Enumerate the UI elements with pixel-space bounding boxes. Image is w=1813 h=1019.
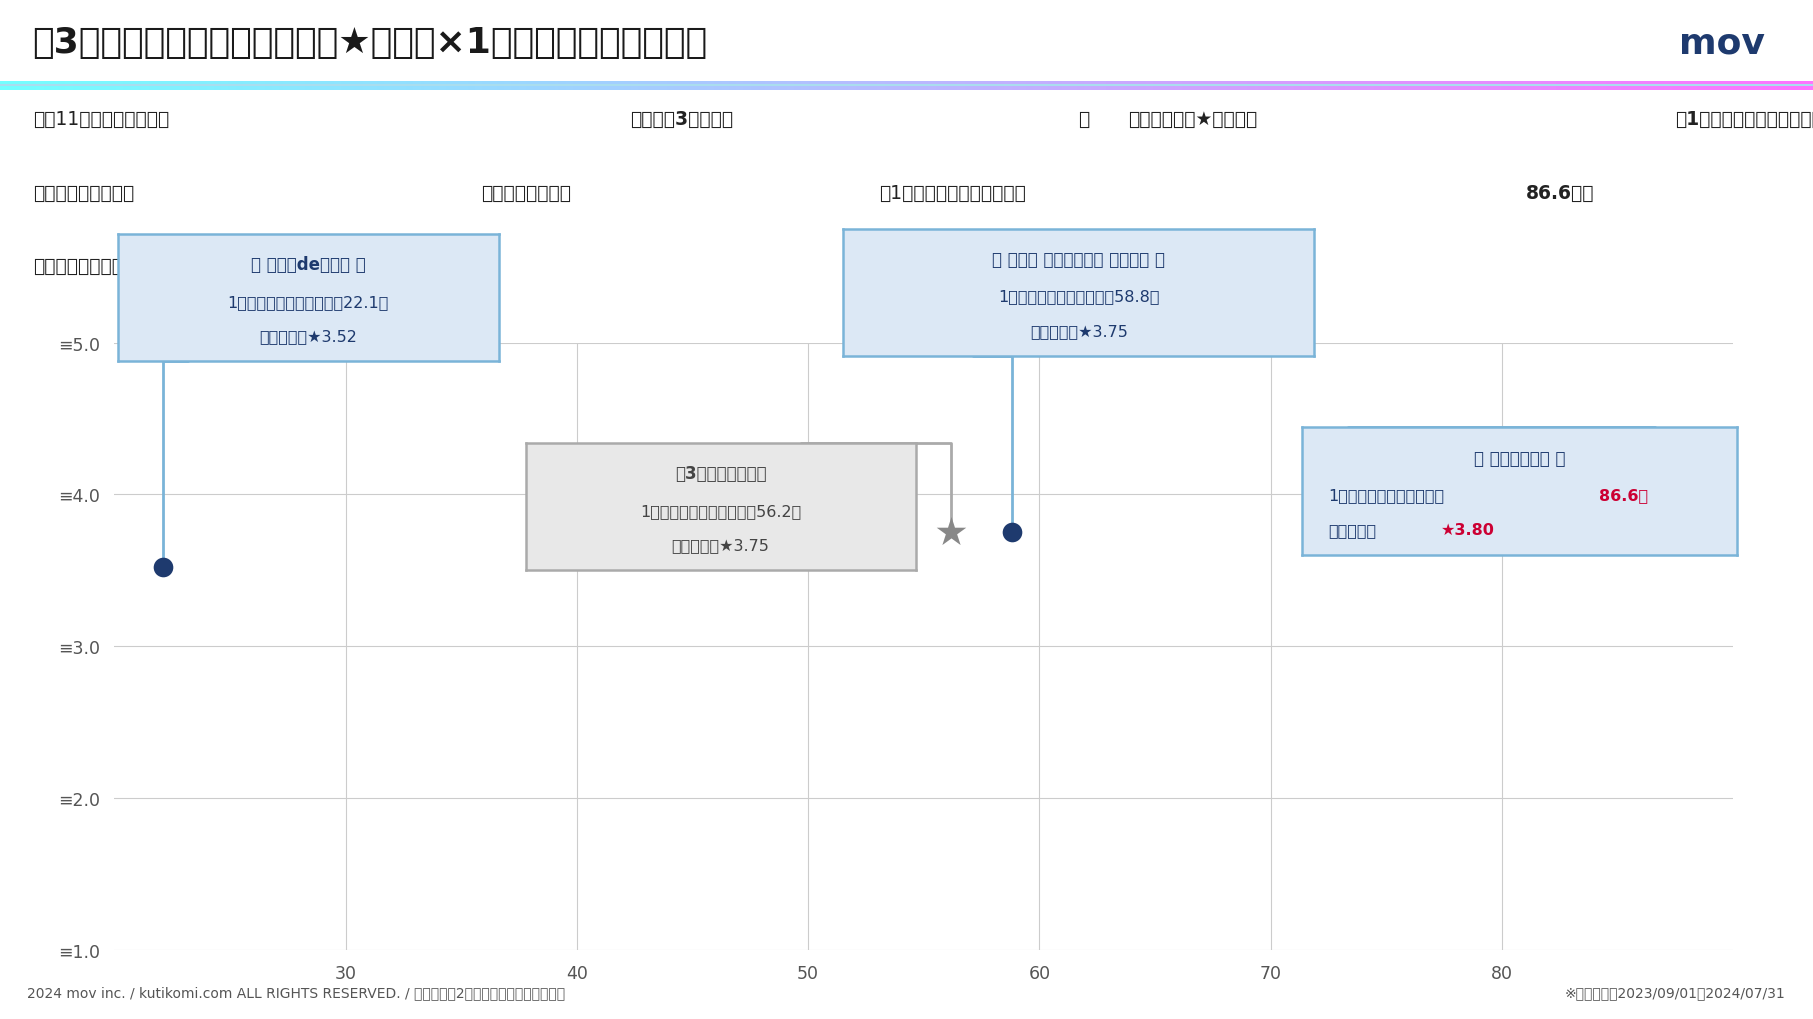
Text: の1店舗あたりの口コミ数は: の1店舗あたりの口コミ数は [879,183,1026,203]
Text: 「1店舗あたりの口コミ数」: 「1店舗あたりの口コミ数」 [1675,110,1813,129]
Text: 【 おぼんdeごはん 】: 【 おぼんdeごはん 】 [250,256,366,274]
Text: ★3.80: ★3.80 [1441,523,1496,537]
Text: 1店舗あたりの口コミ数：22.1件: 1店舗あたりの口コミ数：22.1件 [227,294,390,310]
Text: 「平均評価（★の数）」: 「平均評価（★の数）」 [1128,110,1256,129]
Text: 【3ブランド比較】平均評価（★の数）×1店舗あたりの口コミ数: 【3ブランド比較】平均評価（★の数）×1店舗あたりの口コミ数 [33,26,707,60]
Text: 1店舗あたりの口コミ数：58.8件: 1店舗あたりの口コミ数：58.8件 [997,289,1160,305]
Text: 2024 mov inc. / kutikomi.com ALL RIGHTS RESERVED. / 無断転載・2次利用を固く禁止します。: 2024 mov inc. / kutikomi.com ALL RIGHTS … [27,985,566,1000]
Text: 調査対象3ブランド: 調査対象3ブランド [629,110,732,129]
Point [1641,517,1670,534]
Text: 図で表しています。: 図で表しています。 [33,183,134,203]
Text: 平均評価：★3.75: 平均評価：★3.75 [1030,324,1128,338]
Text: 直近11ヶ月間における、: 直近11ヶ月間における、 [33,110,169,129]
Text: ドのなかでもっとも高いスコアとなっています。: ドのなかでもっとも高いスコアとなっています。 [33,257,281,276]
Text: 1店舗あたりの口コミ数：56.2件: 1店舗あたりの口コミ数：56.2件 [640,503,801,519]
Text: 1店舗あたりの口コミ数：: 1店舗あたりの口コミ数： [1327,488,1443,503]
Text: 平均評価：★3.75: 平均評価：★3.75 [673,538,769,552]
Text: 86.6件: 86.6件 [1599,488,1648,503]
Text: 【 恵比寿 土鍋炊ごはん なかよし 】: 【 恵比寿 土鍋炊ごはん なかよし 】 [992,251,1166,269]
Text: の: の [1079,110,1090,129]
Point [149,559,178,576]
Text: ※分析期間：2023/09/01～2024/07/31: ※分析期間：2023/09/01～2024/07/31 [1565,985,1786,1000]
Point [937,525,966,541]
Text: 【3ブランド平均】: 【3ブランド平均】 [674,465,767,483]
Point [997,525,1026,541]
Text: mov: mov [1679,26,1764,60]
Text: 【 しんぱち食堂 】: 【 しんぱち食堂 】 [1474,449,1565,468]
Text: 平均評価：: 平均評価： [1327,523,1376,537]
Text: 86.6件、: 86.6件、 [1527,183,1594,203]
Text: 「しんぱち食堂」: 「しんぱち食堂」 [480,183,571,203]
Text: 平均評価：★3.52: 平均評価：★3.52 [259,329,357,343]
